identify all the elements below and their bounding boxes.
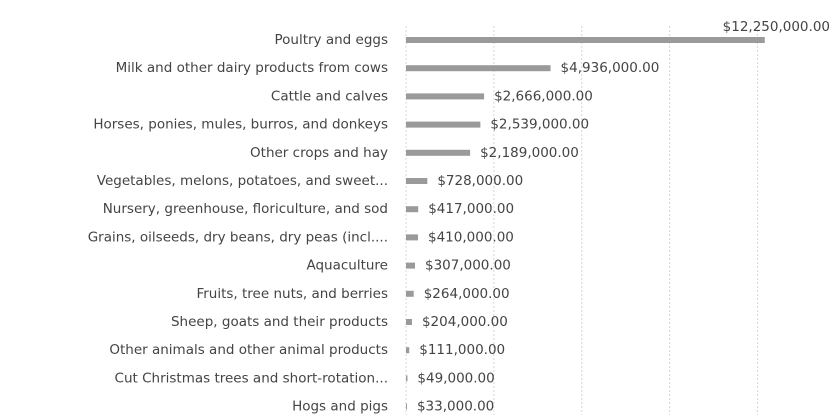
value-label: $264,000.00 [424, 286, 510, 302]
bar [406, 347, 410, 354]
category-label: Sheep, goats and their products [171, 314, 388, 330]
category-label: Fruits, tree nuts, and berries [196, 286, 388, 302]
value-label: $204,000.00 [422, 314, 508, 330]
bar [406, 290, 414, 297]
category-label: Grains, oilseeds, dry beans, dry peas (i… [88, 229, 388, 245]
bar [406, 206, 419, 213]
bar [406, 65, 551, 72]
bar [406, 178, 428, 184]
value-label: $33,000.00 [417, 399, 494, 415]
category-label: Other animals and other animal products [109, 342, 388, 358]
value-label: $2,539,000.00 [490, 117, 589, 133]
value-label: $410,000.00 [428, 229, 514, 245]
bar [406, 37, 765, 43]
value-label: $111,000.00 [419, 342, 505, 358]
bar [406, 234, 419, 241]
value-label: $2,189,000.00 [480, 145, 579, 161]
bar [406, 121, 481, 128]
bar [406, 262, 415, 269]
category-label: Milk and other dairy products from cows [116, 60, 388, 76]
value-label: $2,666,000.00 [494, 88, 593, 104]
category-label: Other crops and hay [250, 145, 388, 161]
bar [406, 319, 412, 325]
value-label: $728,000.00 [437, 173, 523, 189]
bar [406, 403, 407, 410]
value-label: $307,000.00 [425, 258, 511, 274]
value-label: $4,936,000.00 [561, 60, 660, 76]
value-label: $417,000.00 [428, 201, 514, 217]
category-label: Hogs and pigs [292, 399, 388, 415]
bar [406, 149, 471, 156]
category-label: Cattle and calves [271, 88, 388, 104]
category-label: Cut Christmas trees and short-rotation..… [115, 370, 388, 386]
category-label: Horses, ponies, mules, burros, and donke… [93, 117, 388, 133]
bar [406, 375, 408, 382]
category-label: Nursery, greenhouse, floriculture, and s… [103, 201, 388, 217]
bar [406, 93, 485, 100]
category-label: Aquaculture [306, 258, 388, 274]
value-label: $12,250,000.00 [723, 19, 830, 35]
category-label: Vegetables, melons, potatoes, and sweet.… [97, 173, 388, 189]
category-label: Poultry and eggs [274, 32, 388, 48]
value-label: $49,000.00 [417, 370, 494, 386]
